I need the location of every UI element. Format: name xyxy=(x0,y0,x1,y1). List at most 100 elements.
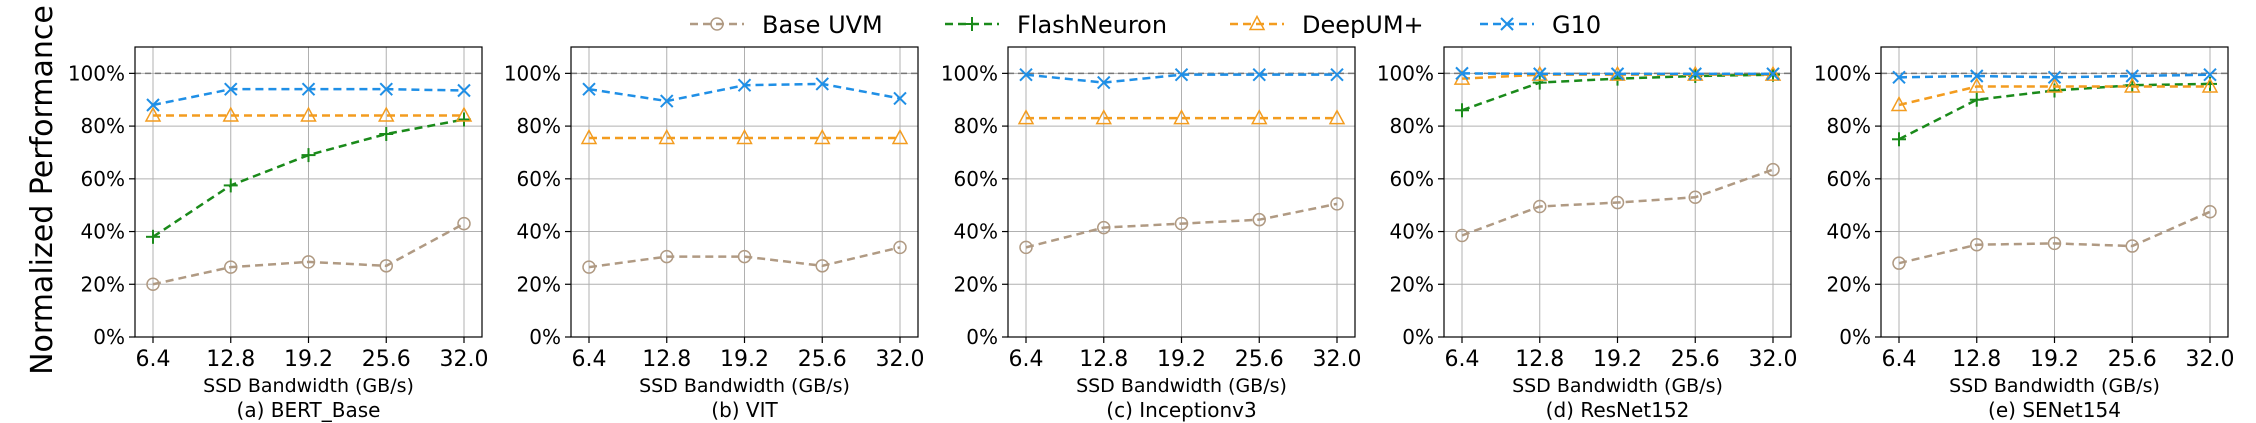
data-point xyxy=(1766,67,1780,81)
series-g10 xyxy=(582,77,907,108)
subplot-b-vit: 0% 20% 40% 60% 80% 100% 6.4 12.8 19.2 25.6 32.0 SSD… xyxy=(504,46,924,422)
data-point xyxy=(1017,109,1035,125)
x-axis-label: SSD Bandwidth (GB/s) xyxy=(1949,375,2160,397)
x-tick-label: 32.0 xyxy=(1313,347,1362,372)
data-point xyxy=(815,259,829,273)
data-point xyxy=(1455,103,1469,118)
data-point xyxy=(582,82,596,96)
y-tick-label: 20% xyxy=(81,272,125,296)
subplot-c-inceptionv3: 0% 20% 40% 60% 80% 100% 6.4 12.8 19.2 25.6 32.0 SSD… xyxy=(941,46,1362,422)
legend: Base UVM FlashNeuron DeepUM+ G10 xyxy=(690,11,1601,39)
x-axis-label: SSD Bandwidth (GB/s) xyxy=(1076,375,1287,397)
x-tick-label: 32.0 xyxy=(1749,347,1798,372)
data-point xyxy=(582,260,596,274)
y-tick-label: 40% xyxy=(517,220,561,244)
data-point xyxy=(893,240,907,255)
y-tick-label: 80% xyxy=(517,114,561,138)
x-tick-label: 6.4 xyxy=(136,347,171,372)
y-tick-label: 0% xyxy=(529,325,561,349)
subplot-d-resnet152: 0% 20% 40% 60% 80% 100% 6.4 12.8 19.2 25.6 32.0 SSD… xyxy=(1377,46,1798,422)
data-point xyxy=(1252,212,1266,227)
data-point xyxy=(1455,228,1469,243)
x-tick-label: 12.8 xyxy=(642,347,691,372)
x-tick-label: 19.2 xyxy=(1593,347,1642,372)
y-tick-label: 60% xyxy=(954,167,998,191)
x-tick-label: 19.2 xyxy=(2030,347,2079,372)
data-point xyxy=(379,127,394,141)
subplot-caption: (c) Inceptionv3 xyxy=(1106,398,1256,422)
data-point xyxy=(737,78,752,92)
series-g10 xyxy=(1019,67,1344,90)
y-tick-label: 60% xyxy=(81,167,125,191)
y-tick-label: 80% xyxy=(954,114,998,138)
y-tick-label: 20% xyxy=(954,272,998,296)
data-point xyxy=(1019,240,1033,255)
data-point xyxy=(1455,66,1469,81)
data-point xyxy=(1764,65,1782,81)
data-point xyxy=(379,259,393,273)
data-point xyxy=(2203,67,2217,82)
data-point xyxy=(1174,216,1189,231)
legend-entry-base-uvm: Base UVM xyxy=(690,11,883,39)
data-point xyxy=(457,112,471,127)
data-point xyxy=(1532,75,1547,90)
data-point xyxy=(224,82,238,96)
x-tick-label: 25.6 xyxy=(1671,347,1720,372)
data-point xyxy=(1969,92,1984,107)
plot-frame xyxy=(1443,46,1792,338)
data-point xyxy=(457,216,471,231)
data-point xyxy=(1330,67,1344,82)
data-point xyxy=(1688,190,1702,205)
x-tick-label: 25.6 xyxy=(2108,347,2157,372)
legend-label: FlashNeuron xyxy=(1017,11,1167,39)
data-point xyxy=(658,128,676,145)
data-point xyxy=(660,94,674,108)
data-point xyxy=(1533,199,1547,214)
data-point xyxy=(1688,67,1702,81)
data-point xyxy=(224,260,238,274)
data-point xyxy=(300,106,317,122)
data-point xyxy=(813,128,831,145)
x-tick-label: 25.6 xyxy=(798,347,847,372)
data-point xyxy=(660,249,674,264)
data-point xyxy=(1890,95,1908,112)
series-flashneuron xyxy=(146,112,471,244)
data-point xyxy=(1892,132,1906,147)
data-point xyxy=(1892,70,1906,85)
legend-entry-flashneuron: FlashNeuron xyxy=(945,11,1167,39)
data-point xyxy=(301,148,316,163)
series-base-uvm xyxy=(1892,205,2217,270)
data-point xyxy=(1174,67,1189,82)
data-point xyxy=(2125,239,2139,253)
data-point xyxy=(379,82,393,96)
series-deepum xyxy=(1890,77,2219,112)
legend-marker xyxy=(965,17,979,31)
series-g10 xyxy=(1455,66,1780,81)
subplot-caption: (e) SENet154 xyxy=(1988,398,2121,422)
x-tick-label: 12.8 xyxy=(1952,347,2001,372)
subplot-e-senet154: 0% 20% 40% 60% 80% 100% 6.4 12.8 19.2 25.6 32.0 SSD… xyxy=(1814,46,2234,422)
series-deepum xyxy=(580,128,909,145)
series-deepum xyxy=(144,106,473,122)
data-point xyxy=(815,77,829,91)
y-tick-label: 80% xyxy=(1390,114,1434,138)
data-point xyxy=(737,249,752,264)
legend-marker xyxy=(1248,14,1266,31)
data-point xyxy=(223,178,238,193)
series-base-uvm xyxy=(146,216,471,292)
y-tick-label: 100% xyxy=(504,61,561,85)
data-point xyxy=(2123,77,2141,93)
y-tick-label: 100% xyxy=(1377,61,1434,85)
data-point xyxy=(146,229,160,244)
x-tick-label: 19.2 xyxy=(1157,347,1206,372)
x-tick-label: 25.6 xyxy=(362,347,411,372)
series-g10 xyxy=(146,82,471,112)
x-tick-label: 12.8 xyxy=(1079,347,1128,372)
x-axis-label: SSD Bandwidth (GB/s) xyxy=(639,375,850,397)
x-tick-label: 19.2 xyxy=(284,347,333,372)
plot-frame xyxy=(570,46,919,338)
data-point xyxy=(580,128,598,145)
legend-marker xyxy=(1500,17,1514,31)
y-tick-label: 20% xyxy=(517,272,561,296)
